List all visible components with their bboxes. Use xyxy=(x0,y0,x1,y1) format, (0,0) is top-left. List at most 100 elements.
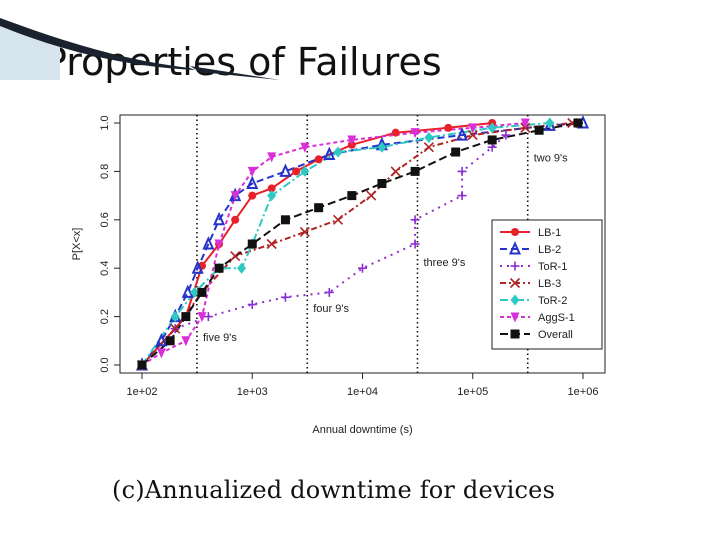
data-point xyxy=(279,163,292,177)
nines-label: five 9's xyxy=(203,332,237,344)
data-point xyxy=(292,167,301,176)
data-point xyxy=(347,135,357,146)
x-tick-label: 1e+05 xyxy=(457,386,488,398)
data-point xyxy=(314,155,323,164)
data-point xyxy=(181,284,194,298)
data-point xyxy=(197,287,207,297)
x-tick-label: 1e+04 xyxy=(347,386,378,398)
y-tick-label: 0.8 xyxy=(99,164,111,179)
data-point xyxy=(314,203,324,213)
series-line xyxy=(141,122,584,366)
legend-label: LB-3 xyxy=(538,278,561,290)
data-point xyxy=(508,241,522,255)
nines-label: four 9's xyxy=(313,303,349,315)
data-point xyxy=(377,179,387,188)
data-point xyxy=(247,239,257,249)
slide-title: Properties of Failures xyxy=(44,40,442,84)
legend-box xyxy=(491,219,603,350)
data-point xyxy=(214,239,224,250)
data-point xyxy=(573,118,583,128)
data-point xyxy=(230,251,241,262)
y-tick-label: 0.2 xyxy=(99,309,111,324)
x-tick-label: 1e+03 xyxy=(237,386,268,398)
y-tick-label: 0.0 xyxy=(99,357,111,372)
data-point xyxy=(366,190,377,201)
x-tick-label: 1e+02 xyxy=(127,386,158,398)
data-point xyxy=(230,191,240,202)
data-point xyxy=(332,214,344,225)
data-point xyxy=(267,190,277,202)
data-point xyxy=(487,135,497,145)
data-point xyxy=(181,336,191,347)
data-point xyxy=(520,118,530,129)
data-point xyxy=(467,130,478,141)
data-point xyxy=(191,260,204,274)
data-point xyxy=(410,166,420,176)
data-point xyxy=(391,128,400,137)
series-line xyxy=(174,134,507,330)
data-point xyxy=(300,165,310,177)
nines-label: two 9's xyxy=(534,153,568,165)
data-point xyxy=(214,263,224,273)
decorative-swoosh xyxy=(0,18,280,80)
data-point xyxy=(347,191,357,201)
chart-figure: 1e+02 1e+03 1e+04 1e+05 1e+06 0.0 0.2 0.4 0.6 0.8… xyxy=(60,95,620,515)
legend-label: LB-1 xyxy=(538,227,561,239)
data-point xyxy=(377,141,387,153)
data-point xyxy=(267,152,277,163)
data-point xyxy=(202,236,215,250)
data-point xyxy=(300,142,310,153)
data-point xyxy=(510,312,520,323)
data-point xyxy=(280,215,290,225)
y-tick-label: 0.6 xyxy=(99,212,111,227)
legend-label: Overall xyxy=(538,329,573,341)
data-point xyxy=(299,226,310,237)
data-point xyxy=(511,228,519,236)
data-point xyxy=(246,175,259,189)
y-tick-label: 0.4 xyxy=(99,261,111,276)
data-point xyxy=(410,128,420,139)
data-point xyxy=(248,191,257,200)
data-point xyxy=(155,332,168,347)
data-point xyxy=(170,323,181,334)
data-point xyxy=(487,122,497,134)
y-axis-label: P[X<x] xyxy=(71,228,83,261)
data-point xyxy=(231,215,240,224)
data-point xyxy=(456,127,469,141)
data-point xyxy=(444,123,453,132)
data-point xyxy=(468,123,478,134)
legend-label: ToR-2 xyxy=(538,295,567,307)
data-point xyxy=(545,117,555,129)
data-point xyxy=(247,166,257,177)
data-point xyxy=(170,311,180,323)
data-point xyxy=(509,277,521,289)
series-line xyxy=(141,122,550,366)
data-point xyxy=(510,294,520,306)
data-point xyxy=(181,312,191,322)
y-tick-label: 1.0 xyxy=(99,115,111,130)
x-axis-label: Annual downtime (s) xyxy=(312,424,412,436)
data-point xyxy=(237,262,247,274)
legend-label: LB-2 xyxy=(538,244,561,256)
data-point xyxy=(197,312,207,323)
data-point xyxy=(424,132,434,144)
data-point xyxy=(190,286,200,298)
data-point xyxy=(333,146,343,158)
data-point xyxy=(451,147,461,157)
nines-label: three 9's xyxy=(423,257,465,269)
data-point xyxy=(165,336,175,346)
data-point xyxy=(510,329,520,339)
legend-label: ToR-1 xyxy=(538,261,567,273)
data-point xyxy=(213,211,226,226)
data-point xyxy=(266,238,277,250)
data-point xyxy=(534,125,544,135)
data-point xyxy=(423,142,434,153)
cdf-chart: 1e+02 1e+03 1e+04 1e+05 1e+06 0.0 0.2 0.4 0.6 0.8… xyxy=(71,114,606,436)
x-tick-label: 1e+06 xyxy=(568,386,599,398)
data-point xyxy=(323,146,336,160)
data-point xyxy=(137,360,147,370)
data-point xyxy=(156,348,166,359)
data-point xyxy=(267,184,276,193)
legend-label: AggS-1 xyxy=(538,312,575,324)
figure-caption: (c)Annualized downtime for devices xyxy=(112,476,556,504)
